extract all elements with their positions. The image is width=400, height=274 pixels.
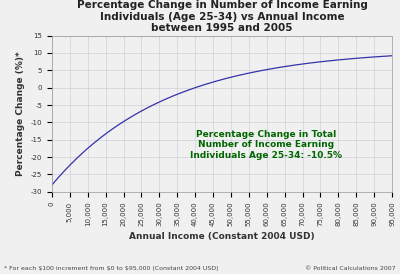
Text: * For each $100 increment from $0 to $95,000 (Constant 2004 USD): * For each $100 increment from $0 to $95…: [4, 266, 218, 271]
Text: © Political Calculations 2007: © Political Calculations 2007: [305, 266, 396, 271]
X-axis label: Annual Income (Constant 2004 USD): Annual Income (Constant 2004 USD): [129, 232, 315, 241]
Title: Percentage Change in Number of Income Earning
Individuals (Age 25-34) vs Annual : Percentage Change in Number of Income Ea…: [76, 0, 368, 33]
Text: Percentage Change in Total
Number of Income Earning
Individuals Age 25-34: -10.5: Percentage Change in Total Number of Inc…: [190, 130, 342, 160]
Y-axis label: Percentage Change (%)*: Percentage Change (%)*: [16, 51, 25, 176]
